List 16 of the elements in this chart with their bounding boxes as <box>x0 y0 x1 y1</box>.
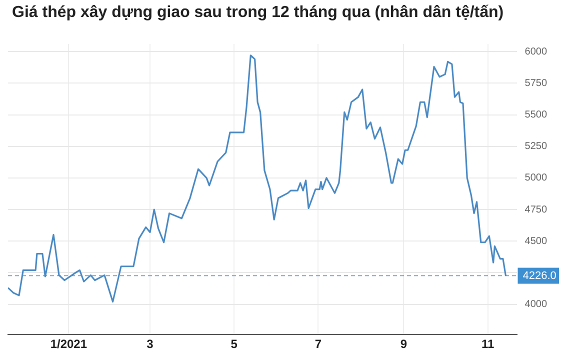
y-tick-label: 4500 <box>524 236 548 247</box>
y-tick-label: 4750 <box>524 204 548 216</box>
y-tick-label: 6000 <box>524 46 548 58</box>
chart-title: Giá thép xây dựng giao sau trong 12 tháng qua (nhân dân tệ/tấn) <box>12 4 504 22</box>
y-tick-label: 4000 <box>524 299 548 310</box>
x-tick-label: 11 <box>481 337 494 352</box>
y-tick-label: 5000 <box>524 172 548 184</box>
x-tick-label: 9 <box>400 337 408 352</box>
x-tick-label: 7 <box>314 337 322 352</box>
y-tick-label: 5250 <box>524 141 548 152</box>
x-tick-label: 5 <box>230 337 238 352</box>
y-tick-label: 5750 <box>524 78 548 89</box>
x-tick-label: 1/2021 <box>50 337 88 352</box>
ref-line-label: 4226.0 <box>522 270 556 282</box>
y-tick-label: 5500 <box>524 110 548 121</box>
x-tick-label: 3 <box>146 337 154 352</box>
